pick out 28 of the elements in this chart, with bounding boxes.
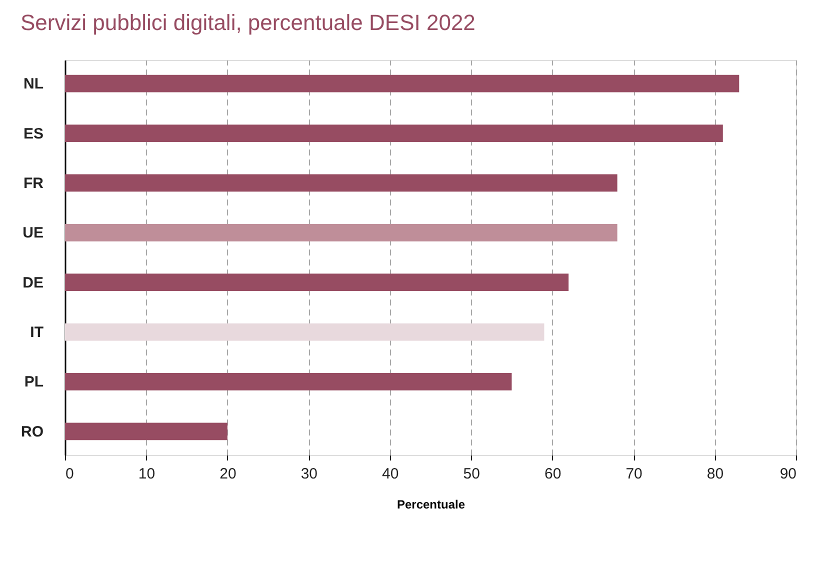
x-tick-label: 50 bbox=[463, 466, 480, 482]
bar bbox=[65, 323, 544, 341]
y-tick-label: IT bbox=[30, 324, 44, 342]
bar bbox=[65, 274, 569, 292]
x-tick-label: 90 bbox=[780, 466, 796, 482]
x-tick-label: 0 bbox=[66, 466, 74, 482]
y-tick-label: NL bbox=[24, 76, 44, 93]
bar bbox=[65, 124, 723, 142]
bar bbox=[65, 224, 618, 242]
bar bbox=[65, 373, 512, 390]
x-tick-label: 60 bbox=[544, 466, 562, 482]
bar bbox=[65, 422, 228, 440]
bar bbox=[65, 74, 740, 92]
x-tick-label: 30 bbox=[300, 466, 318, 482]
y-tick-label: FR bbox=[24, 174, 44, 192]
y-tick-label: UE bbox=[22, 224, 44, 242]
x-tick-label: 70 bbox=[626, 466, 642, 482]
bar bbox=[65, 174, 618, 192]
x-tick-label: 80 bbox=[706, 466, 724, 482]
y-tick-label: DE bbox=[22, 274, 44, 292]
y-tick-label: RO bbox=[21, 423, 44, 440]
x-tick-label: 20 bbox=[220, 466, 236, 482]
chart-title: Servizi pubblici digitali, percentuale DESI 2022 bbox=[20, 10, 476, 35]
x-tick-label: 40 bbox=[382, 466, 399, 482]
y-tick-label: PL bbox=[24, 374, 44, 391]
x-tick-label: 10 bbox=[138, 466, 156, 482]
x-axis-title: Percentuale bbox=[396, 498, 466, 512]
y-tick-label: ES bbox=[23, 125, 44, 142]
